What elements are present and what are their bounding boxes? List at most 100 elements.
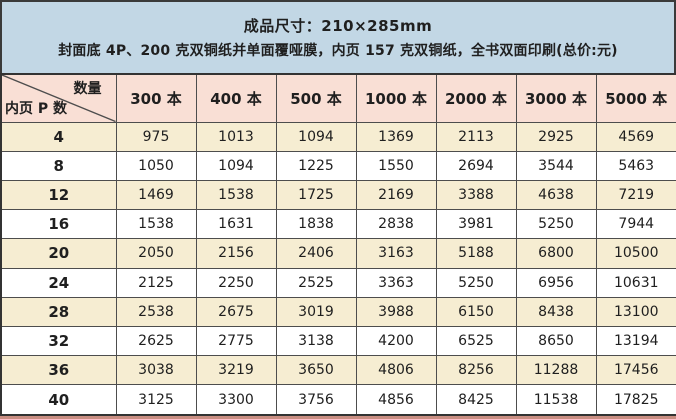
price-cell: 1469 xyxy=(115,179,197,211)
price-cell: 11288 xyxy=(515,355,597,386)
row-label-p36: 36 xyxy=(0,355,117,386)
table-row: 28 2538 2675 3019 3988 6150 8438 13100 xyxy=(0,296,676,328)
price-cell: 10631 xyxy=(595,267,676,298)
column-header-1000: 1000 本 xyxy=(355,73,437,123)
price-cell: 3363 xyxy=(355,267,437,298)
price-cell: 2525 xyxy=(275,267,357,298)
price-cell: 2156 xyxy=(195,238,277,269)
price-cell: 2775 xyxy=(195,326,277,357)
table-row: 36 3038 3219 3650 4806 8256 11288 17456 xyxy=(0,355,676,386)
price-cell: 7944 xyxy=(595,209,676,240)
price-cell: 1225 xyxy=(275,150,357,181)
price-cell: 3756 xyxy=(275,384,357,416)
price-cell: 8425 xyxy=(435,384,517,416)
price-cell: 5188 xyxy=(435,238,517,269)
price-cell: 1050 xyxy=(115,150,197,181)
pages-axis-label: 内页 P 数 xyxy=(5,100,68,117)
price-cell: 6525 xyxy=(435,326,517,357)
price-cell: 3988 xyxy=(355,296,437,328)
table-row: 24 2125 2250 2525 3363 5250 6956 10631 xyxy=(0,267,676,298)
column-header-400: 400 本 xyxy=(195,73,277,123)
price-cell: 2675 xyxy=(195,296,277,328)
price-cell: 975 xyxy=(115,121,197,152)
table-row: 40 3125 3300 3756 4856 8425 11538 17825 xyxy=(0,384,676,416)
price-cell: 13194 xyxy=(595,326,676,357)
column-header-5000: 5000 本 xyxy=(595,73,676,123)
price-cell: 6800 xyxy=(515,238,597,269)
diagonal-corner-cell: 数量 内页 P 数 xyxy=(0,73,117,123)
column-header-row: 数量 内页 P 数 300 本 400 本 500 本 1000 本 2000 … xyxy=(0,73,676,123)
price-cell: 5250 xyxy=(515,209,597,240)
price-cell: 10500 xyxy=(595,238,676,269)
price-cell: 2125 xyxy=(115,267,197,298)
price-cell: 3544 xyxy=(515,150,597,181)
price-cell: 17825 xyxy=(595,384,676,416)
price-cell: 2538 xyxy=(115,296,197,328)
price-cell: 13100 xyxy=(595,296,676,328)
column-header-2000: 2000 本 xyxy=(435,73,517,123)
spec-subtitle: 封面底 4P、200 克双铜纸并单面覆哑膜，内页 157 克双铜纸，全书双面印刷… xyxy=(58,43,618,59)
price-cell: 2838 xyxy=(355,209,437,240)
price-cell: 2050 xyxy=(115,238,197,269)
price-cell: 1538 xyxy=(115,209,197,240)
price-cell: 2694 xyxy=(435,150,517,181)
price-cell: 1631 xyxy=(195,209,277,240)
price-cell: 1013 xyxy=(195,121,277,152)
price-cell: 4806 xyxy=(355,355,437,386)
table-row: 8 1050 1094 1225 1550 2694 3544 5463 xyxy=(0,150,676,181)
price-cell: 1838 xyxy=(275,209,357,240)
diagonal-divider-line xyxy=(2,75,115,121)
price-cell: 3300 xyxy=(195,384,277,416)
table-row: 12 1469 1538 1725 2169 3388 4638 7219 xyxy=(0,179,676,211)
price-cell: 1550 xyxy=(355,150,437,181)
price-cell: 4569 xyxy=(595,121,676,152)
price-cell: 4856 xyxy=(355,384,437,416)
column-header-300: 300 本 xyxy=(115,73,197,123)
price-cell: 2113 xyxy=(435,121,517,152)
price-cell: 11538 xyxy=(515,384,597,416)
row-label-p28: 28 xyxy=(0,296,117,328)
price-cell: 3138 xyxy=(275,326,357,357)
price-cell: 7219 xyxy=(595,179,676,211)
row-label-p4: 4 xyxy=(0,121,117,152)
price-cell: 3219 xyxy=(195,355,277,386)
price-cell: 2925 xyxy=(515,121,597,152)
row-label-p20: 20 xyxy=(0,238,117,269)
price-cell: 6956 xyxy=(515,267,597,298)
price-cell: 8438 xyxy=(515,296,597,328)
price-cell: 1725 xyxy=(275,179,357,211)
price-cell: 8256 xyxy=(435,355,517,386)
next-row-partial-strip xyxy=(0,416,676,419)
price-cell: 3038 xyxy=(115,355,197,386)
row-label-p40: 40 xyxy=(0,384,117,416)
price-cell: 2250 xyxy=(195,267,277,298)
column-header-500: 500 本 xyxy=(275,73,357,123)
price-cell: 2625 xyxy=(115,326,197,357)
price-table: 数量 内页 P 数 300 本 400 本 500 本 1000 本 2000 … xyxy=(0,73,676,416)
price-cell: 2169 xyxy=(355,179,437,211)
row-label-p16: 16 xyxy=(0,209,117,240)
column-header-3000: 3000 本 xyxy=(515,73,597,123)
price-cell: 1538 xyxy=(195,179,277,211)
product-size-title: 成品尺寸：210×285mm xyxy=(243,17,433,35)
price-cell: 3163 xyxy=(355,238,437,269)
table-row: 20 2050 2156 2406 3163 5188 6800 10500 xyxy=(0,238,676,269)
price-cell: 3650 xyxy=(275,355,357,386)
title-banner: 成品尺寸：210×285mm 封面底 4P、200 克双铜纸并单面覆哑膜，内页 … xyxy=(0,0,676,73)
price-cell: 3981 xyxy=(435,209,517,240)
price-cell: 4200 xyxy=(355,326,437,357)
price-cell: 3019 xyxy=(275,296,357,328)
price-cell: 3388 xyxy=(435,179,517,211)
price-cell: 2406 xyxy=(275,238,357,269)
price-cell: 3125 xyxy=(115,384,197,416)
price-cell: 1369 xyxy=(355,121,437,152)
row-label-p8: 8 xyxy=(0,150,117,181)
table-row: 32 2625 2775 3138 4200 6525 8650 13194 xyxy=(0,326,676,357)
table-row: 16 1538 1631 1838 2838 3981 5250 7944 xyxy=(0,209,676,240)
price-cell: 6150 xyxy=(435,296,517,328)
row-label-p12: 12 xyxy=(0,179,117,211)
table-row: 4 975 1013 1094 1369 2113 2925 4569 xyxy=(0,121,676,152)
row-label-p32: 32 xyxy=(0,326,117,357)
price-cell: 5463 xyxy=(595,150,676,181)
